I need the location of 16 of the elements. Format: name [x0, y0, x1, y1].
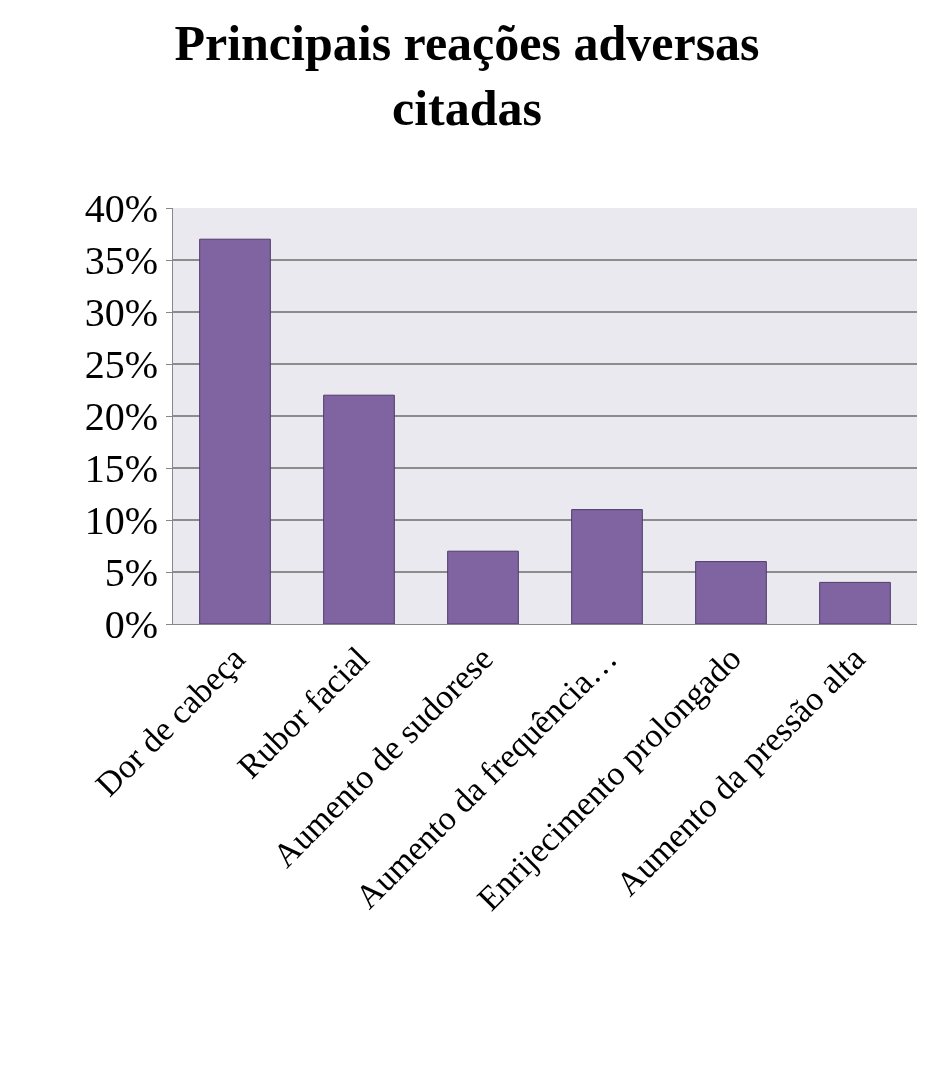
y-tick-label: 40%: [84, 186, 158, 231]
bar: [571, 509, 643, 624]
y-tick-label: 25%: [84, 342, 158, 387]
y-tick-label: 20%: [84, 394, 158, 439]
bar: [323, 394, 395, 624]
y-tick-label: 10%: [84, 498, 158, 543]
chart-title: Principais reações adversas citadas: [174, 15, 760, 136]
y-tick-label: 15%: [84, 446, 158, 491]
bar: [819, 581, 891, 624]
bar: [695, 561, 767, 624]
bar: [447, 550, 519, 624]
y-tick-label: 30%: [84, 290, 158, 335]
y-tick-label: 0%: [104, 602, 158, 647]
y-tick-label: 5%: [104, 550, 158, 595]
y-tick-label: 35%: [84, 238, 158, 283]
bar: [199, 238, 271, 624]
